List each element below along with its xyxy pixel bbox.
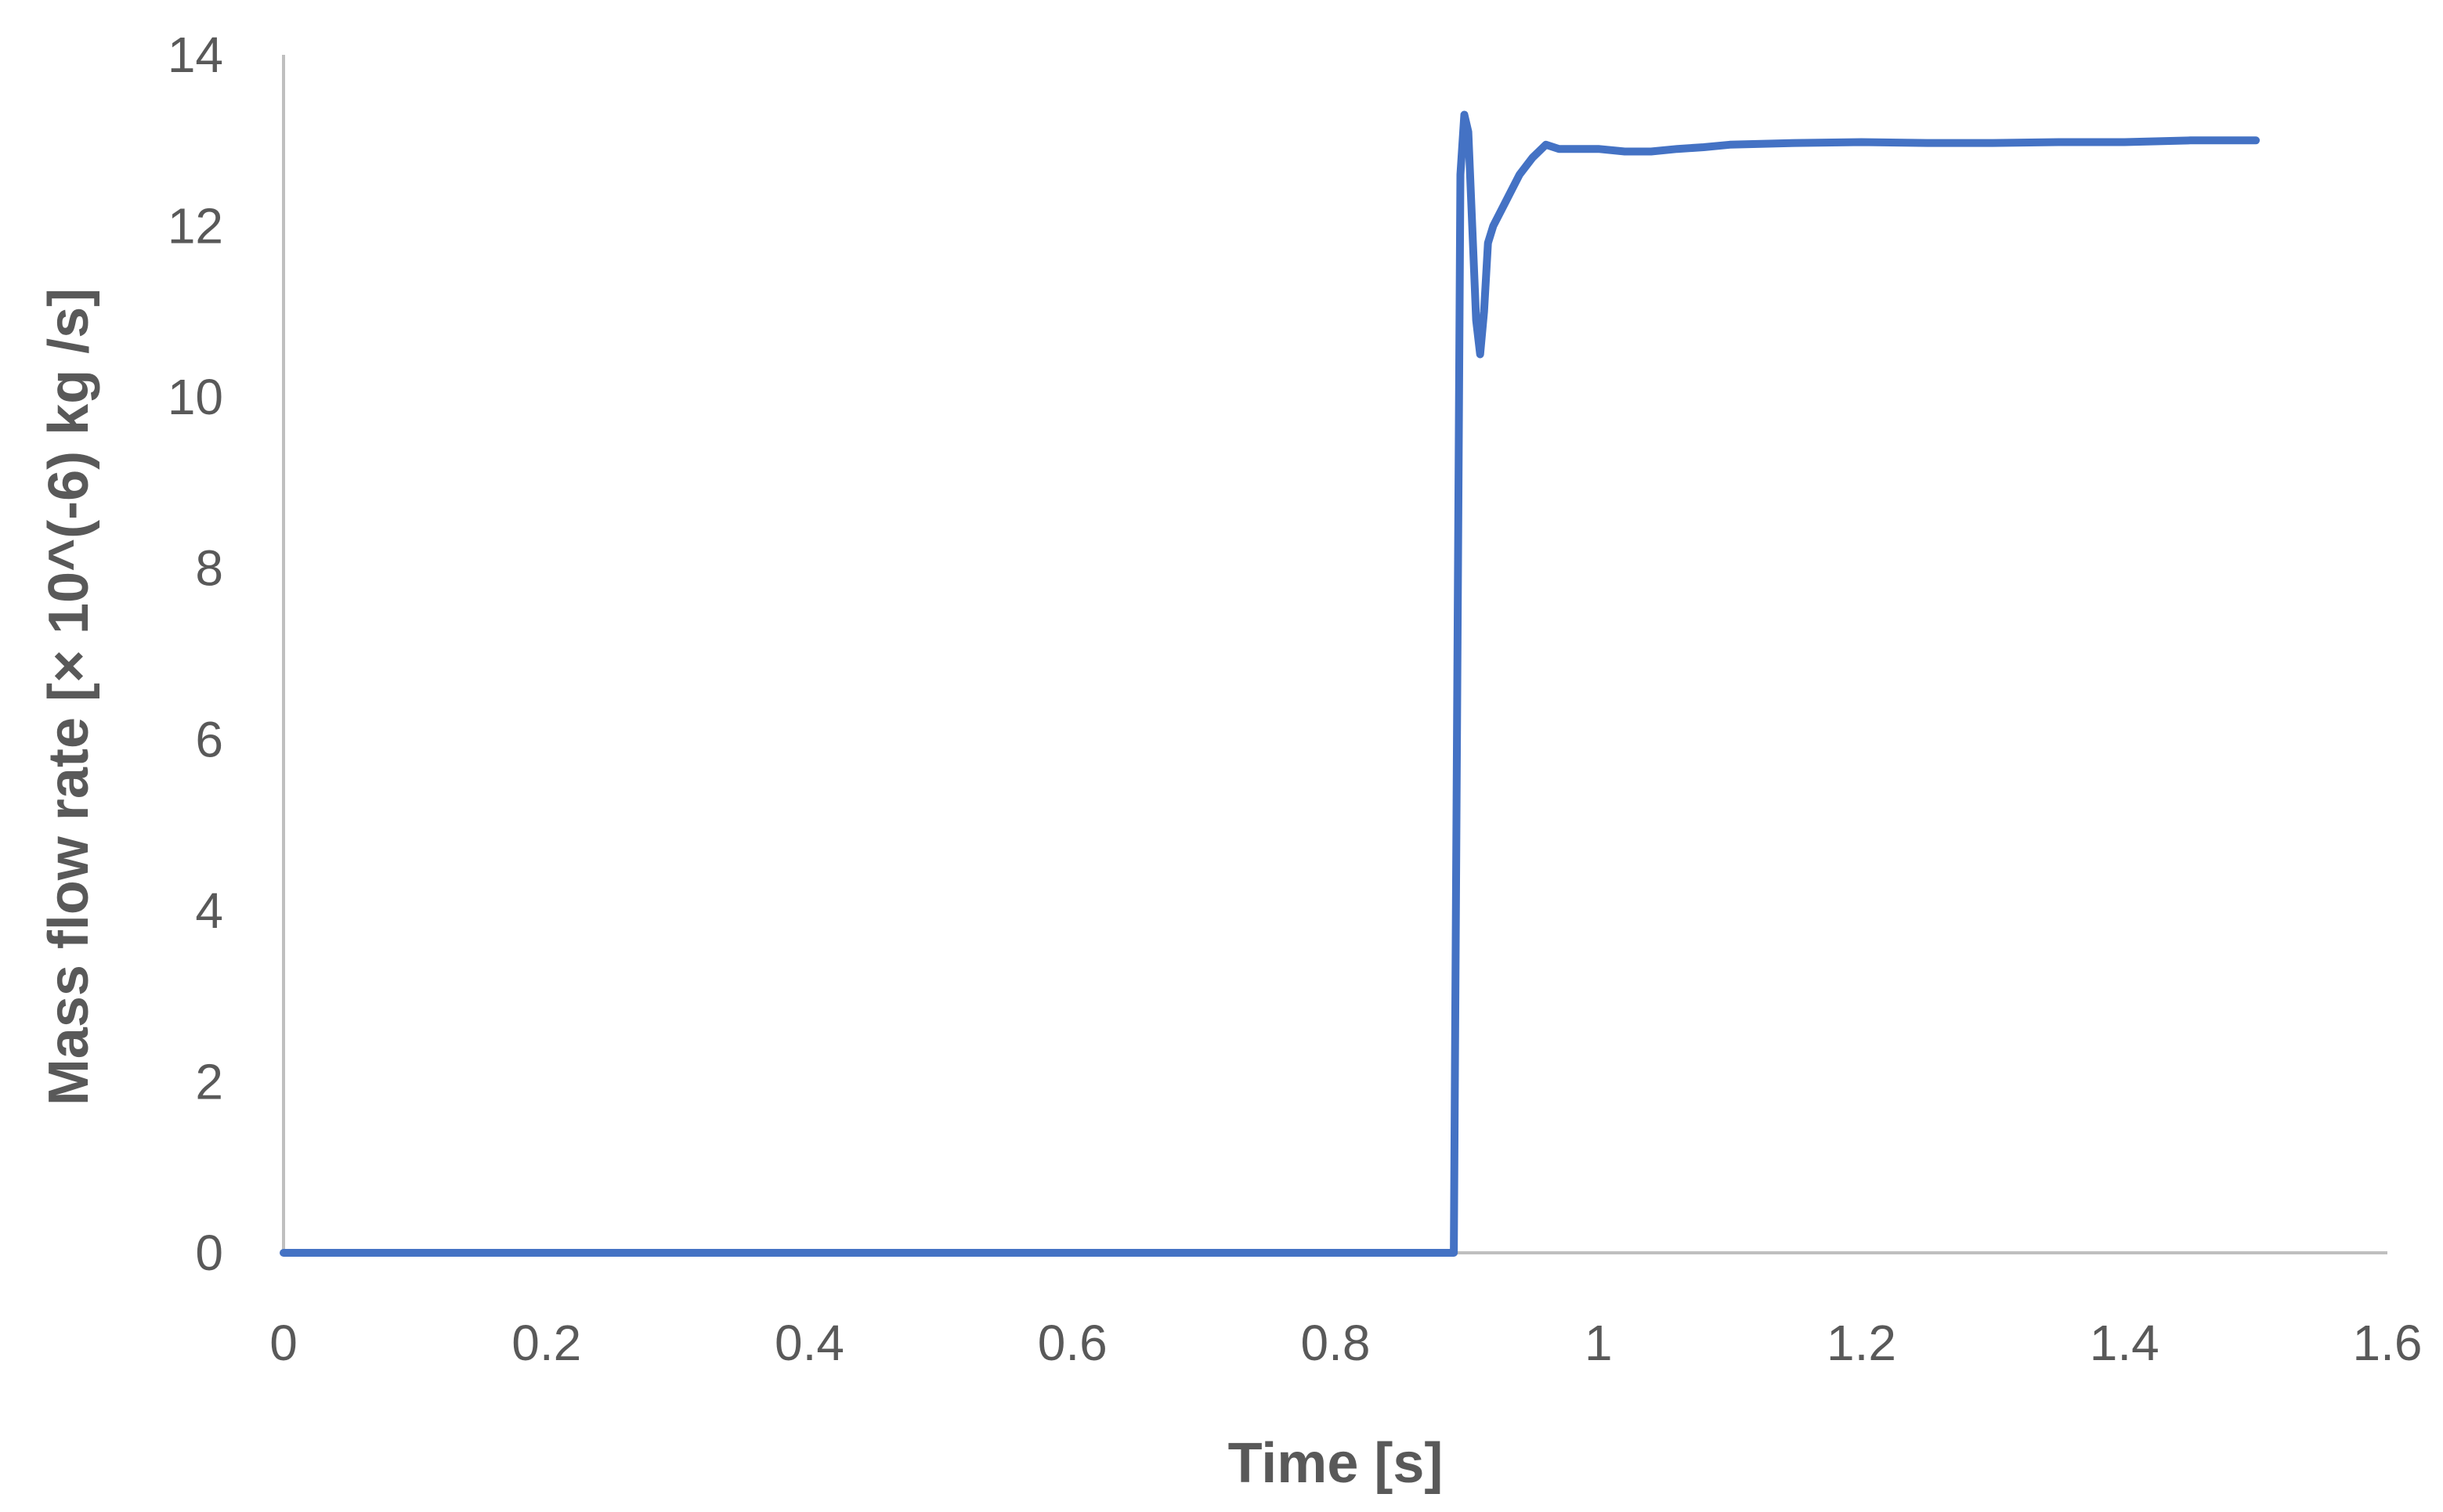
- x-tick-label: 1.6: [2353, 1315, 2423, 1371]
- x-tick-label: 0.2: [511, 1315, 581, 1371]
- x-tick-label: 1: [1585, 1315, 1613, 1371]
- x-tick-label: 0.4: [775, 1315, 844, 1371]
- x-axis-title: Time [s]: [1228, 1432, 1444, 1495]
- y-axis-title: Mass flow rate [× 10^(-6) kg /s]: [38, 288, 100, 1106]
- y-tick-label: 2: [195, 1053, 223, 1110]
- series-line: [280, 110, 2260, 1257]
- x-tick-label: 0.6: [1038, 1315, 1108, 1371]
- x-tick-labels: 0 0.2 0.4 0.6 0.8 1 1.2 1.4 1.6: [269, 1315, 2422, 1371]
- y-tick-label: 0: [195, 1225, 223, 1281]
- y-tick-label: 12: [168, 198, 223, 254]
- y-tick-label: 8: [195, 540, 223, 597]
- y-tick-label: 10: [168, 369, 223, 425]
- y-tick-label: 6: [195, 711, 223, 767]
- x-tick-label: 0: [269, 1315, 298, 1371]
- x-tick-label: 0.8: [1301, 1315, 1371, 1371]
- y-tick-label: 4: [195, 882, 223, 939]
- x-tick-label: 1.4: [2090, 1315, 2159, 1371]
- x-tick-label: 1.2: [1827, 1315, 1896, 1371]
- y-tick-label: 14: [168, 27, 223, 83]
- y-tick-labels: 0 2 4 6 8 10 12 14: [168, 27, 223, 1281]
